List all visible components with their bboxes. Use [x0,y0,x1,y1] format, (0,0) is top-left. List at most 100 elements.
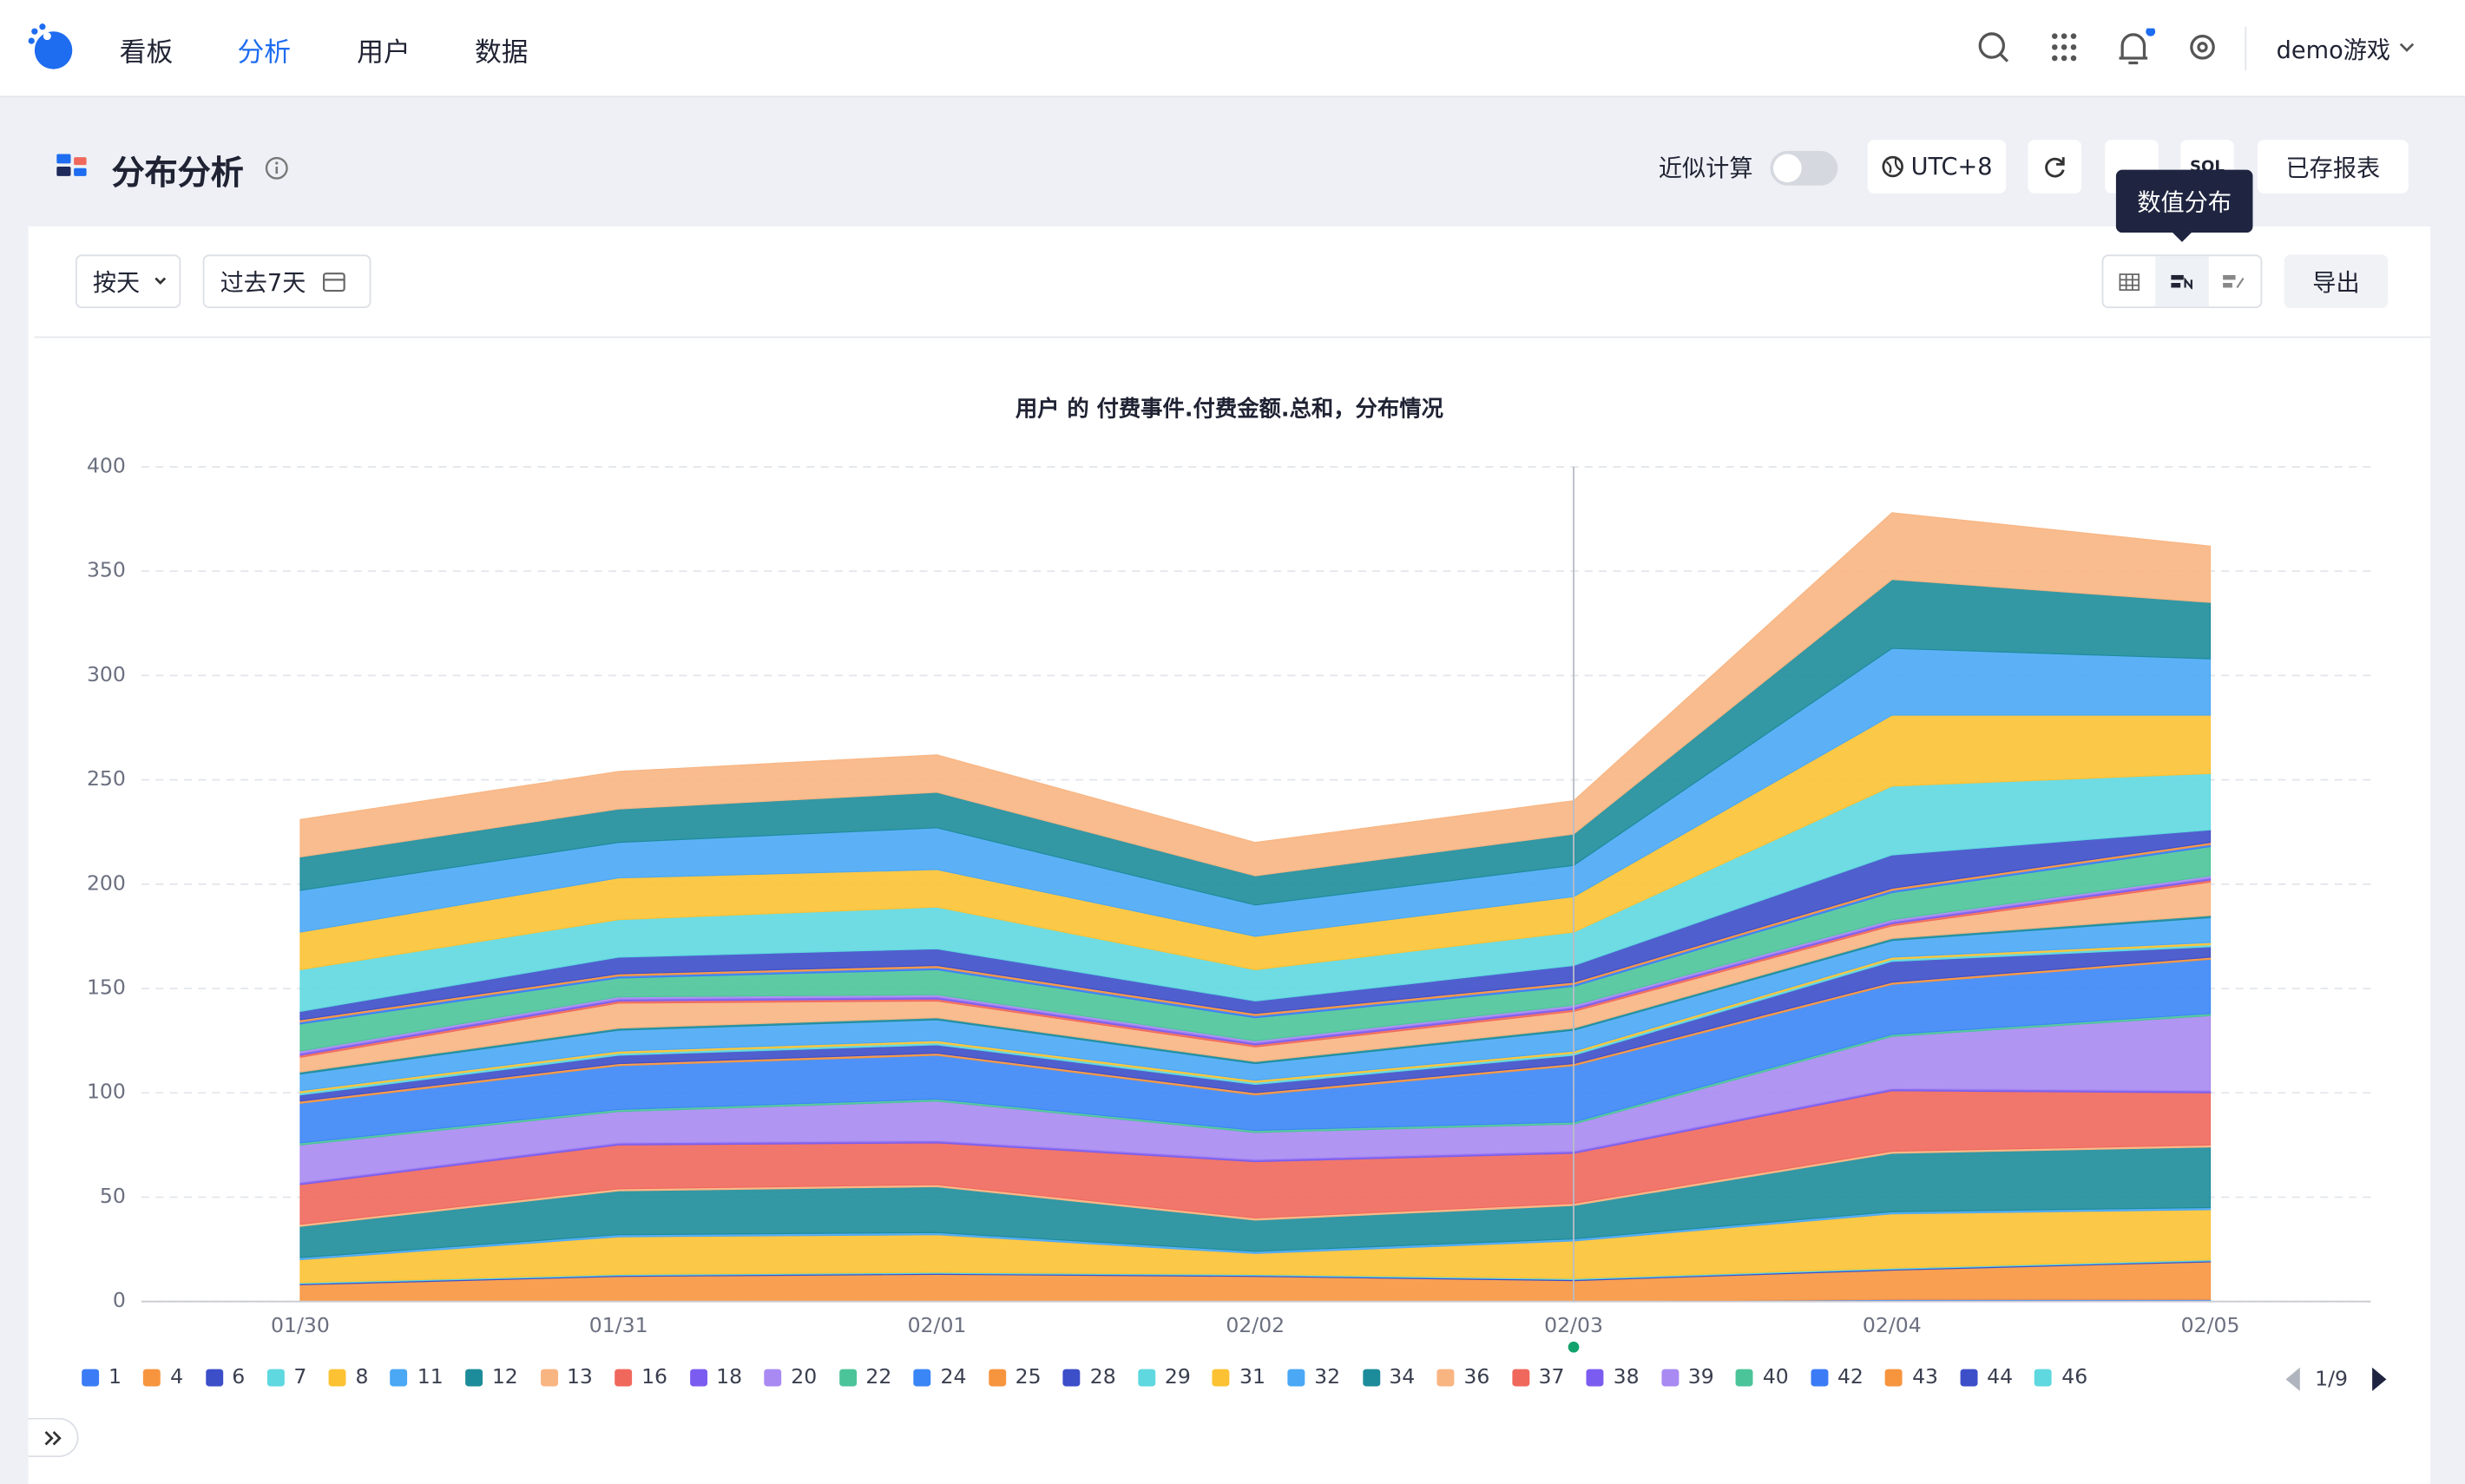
legend-item[interactable]: 29 [1138,1366,1191,1389]
y-tick-label: 400 [87,453,126,477]
legend-label: 36 [1463,1365,1490,1390]
saved-reports-button[interactable]: 已存报表 [2257,140,2409,194]
legend-swatch [2034,1369,2053,1387]
legend-label: 43 [1912,1365,1939,1390]
legend-swatch [1511,1369,1529,1387]
legend-item[interactable]: 20 [764,1365,818,1390]
legend-swatch [205,1369,223,1387]
legend-label: 12 [491,1365,518,1390]
legend-swatch [1138,1369,1156,1387]
legend-item[interactable]: 7 [266,1365,307,1390]
legend-swatch [913,1369,931,1387]
info-icon[interactable] [264,155,289,181]
granularity-select[interactable]: 按天 [75,254,181,308]
legend-swatch [1960,1369,1978,1387]
legend-label: 13 [566,1365,593,1390]
export-label: 导出 [2312,267,2360,297]
legend-swatch [266,1369,285,1387]
x-tick-label: 02/02 [1226,1313,1285,1337]
legend-swatch [1436,1369,1455,1387]
view-switch[interactable] [2101,254,2263,308]
nav-icons[interactable] [1975,28,2226,69]
legend-item[interactable]: 37 [1511,1366,1564,1389]
legend-item[interactable]: 44 [1960,1366,2013,1389]
legend-swatch [465,1369,483,1387]
legend-item[interactable]: 6 [205,1366,245,1389]
legend-label: 20 [791,1365,818,1390]
legend-swatch [540,1369,558,1387]
legend-item[interactable]: 43 [1885,1366,1938,1389]
legend-swatch [143,1369,161,1387]
legend-pager[interactable]: 1/9 [2281,1366,2391,1393]
legend-item[interactable]: 16 [615,1366,667,1389]
legend-label: 40 [1762,1365,1789,1390]
legend-item[interactable]: 4 [143,1366,183,1389]
legend-swatch [1736,1369,1753,1387]
caret [2399,43,2415,52]
tooltip-text: 数值分布 [2137,187,2232,217]
legend-item[interactable]: 18 [689,1366,742,1389]
legend-label: 24 [940,1365,967,1390]
y-tick-label: 300 [87,662,126,686]
legend-swatch [1586,1369,1604,1387]
legend-item[interactable]: 39 [1660,1366,1714,1389]
refresh-button[interactable] [2028,140,2082,194]
timezone-button[interactable]: UTC+8 [1867,140,2007,194]
legend-label: 38 [1613,1365,1640,1390]
legend-label: 32 [1314,1365,1341,1390]
y-tick-label: 0 [113,1288,126,1312]
legend-swatch [82,1369,100,1387]
legend-item[interactable]: 32 [1287,1366,1340,1389]
legend-item[interactable]: 8 [328,1366,369,1389]
toggle[interactable] [1770,150,1838,186]
legend-item[interactable]: 46 [2034,1366,2087,1389]
user-menu[interactable]: demo游戏 [2276,36,2391,65]
legend-item[interactable]: 42 [1811,1366,1864,1389]
legend-item[interactable]: 24 [913,1365,967,1390]
legend-label: 11 [417,1365,444,1390]
nav-item[interactable]: 数据 [474,37,529,69]
date-range[interactable]: 过去7天 [202,254,371,308]
page-icon [56,154,87,176]
legend-swatch [1811,1369,1829,1387]
legend-item[interactable]: 28 [1062,1366,1116,1389]
nav-item[interactable]: 用户 [357,37,411,69]
legend-item[interactable]: 36 [1436,1365,1490,1390]
legend-item[interactable]: 11 [390,1365,444,1390]
legend-item[interactable]: 31 [1213,1366,1265,1389]
legend-swatch [1213,1369,1231,1387]
legend-label: 7 [293,1365,307,1390]
hover-dot [1568,1341,1580,1353]
legend-label: 31 [1239,1365,1265,1390]
legend-swatch [328,1369,346,1387]
legend-label: 1 [108,1365,122,1390]
legend-item[interactable]: 22 [838,1365,892,1390]
legend-swatch [1362,1369,1380,1387]
tooltip-arrow [2171,231,2193,242]
expand-button[interactable] [28,1417,79,1458]
y-tick-label: 100 [87,1080,126,1104]
legend-item[interactable]: 25 [988,1366,1042,1389]
page-title: 分布分析 [111,154,244,192]
legend-item[interactable]: 34 [1362,1366,1415,1389]
y-tick-label: 150 [87,975,126,1000]
legend-label: 22 [865,1365,892,1390]
y-tick-label: 50 [100,1184,126,1208]
legend-item[interactable]: 1 [82,1366,122,1389]
legend-item[interactable]: 12 [465,1366,518,1389]
legend-swatch [615,1369,633,1387]
x-tick-label: 01/31 [589,1313,648,1337]
legend-item[interactable]: 13 [540,1366,593,1389]
legend-label: 6 [232,1365,246,1390]
legend-item[interactable]: 40 [1736,1366,1789,1389]
export-button[interactable]: 导出 [2284,254,2389,308]
legend-label: 44 [1987,1365,2014,1390]
nav-item[interactable]: 看板 [119,37,174,69]
legend-item[interactable]: 38 [1586,1365,1640,1390]
nav-item-active[interactable]: 分析 [237,37,292,69]
saved-label: 已存报表 [2285,153,2381,182]
divider [34,336,2431,338]
chart-title: 用户 的 付费事件.付费金额.总和，分布情况 [1016,396,1443,422]
x-tick-label: 02/01 [908,1313,967,1337]
